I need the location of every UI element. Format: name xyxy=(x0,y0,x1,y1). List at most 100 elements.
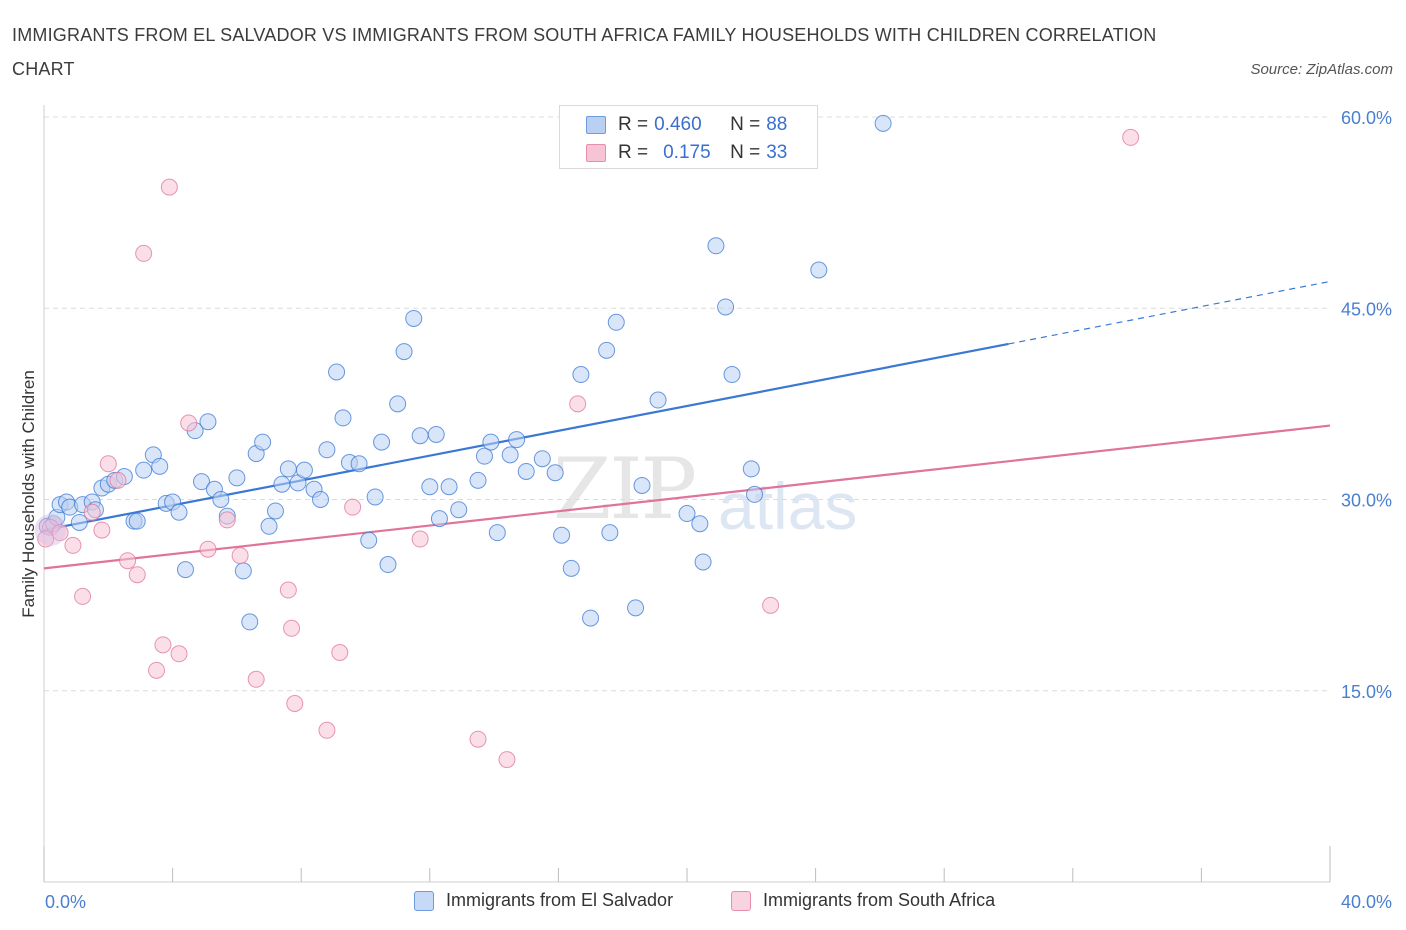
trend-line-south-africa xyxy=(43,424,1331,570)
point-el-salvador xyxy=(810,261,828,279)
legend-r-value: 0.460 xyxy=(654,114,702,135)
point-el-salvador xyxy=(199,413,217,431)
point-el-salvador xyxy=(482,433,500,451)
point-el-salvador xyxy=(678,505,696,523)
point-el-salvador xyxy=(717,298,735,316)
legend-swatch-blue xyxy=(586,116,606,134)
point-el-salvador xyxy=(228,469,246,487)
point-el-salvador xyxy=(328,363,346,381)
point-el-salvador xyxy=(508,431,526,449)
point-el-salvador xyxy=(582,609,600,627)
point-el-salvador xyxy=(260,517,278,535)
legend-row-el-salvador: R = 0.460 N = 88 xyxy=(586,113,787,137)
point-south-africa xyxy=(93,521,111,539)
point-el-salvador xyxy=(450,501,468,519)
point-el-salvador xyxy=(360,531,378,549)
point-el-salvador xyxy=(572,366,590,384)
point-south-africa xyxy=(283,619,301,637)
point-el-salvador xyxy=(601,524,619,542)
point-south-africa xyxy=(160,178,178,196)
point-el-salvador xyxy=(373,433,391,451)
point-el-salvador xyxy=(694,553,712,571)
point-south-africa xyxy=(1122,128,1140,146)
y-tick-label: 60.0% xyxy=(1341,108,1392,128)
point-south-africa xyxy=(498,751,516,769)
point-el-salvador xyxy=(366,488,384,506)
chart-title: IMMIGRANTS FROM EL SALVADOR VS IMMIGRANT… xyxy=(12,25,1157,79)
point-el-salvador xyxy=(170,503,188,521)
point-south-africa xyxy=(128,566,146,584)
point-el-salvador xyxy=(627,599,645,617)
y-axis-label: Family Households with Children xyxy=(19,370,38,618)
x-tick-label: 0.0% xyxy=(45,892,86,912)
point-el-salvador xyxy=(421,478,439,496)
point-south-africa xyxy=(469,730,487,748)
y-tick-label: 30.0% xyxy=(1341,491,1392,511)
axes xyxy=(43,105,1331,883)
trend-lines xyxy=(43,280,1331,570)
point-south-africa xyxy=(569,395,587,413)
legend-swatch-blue xyxy=(414,890,434,911)
y-tick-label: 45.0% xyxy=(1341,299,1392,319)
point-el-salvador xyxy=(427,425,445,443)
point-el-salvador xyxy=(241,613,259,631)
point-south-africa xyxy=(218,511,236,529)
point-el-salvador xyxy=(135,461,153,479)
trend-line-el-salvador xyxy=(43,342,1009,532)
grid-lines xyxy=(44,116,1330,692)
point-south-africa xyxy=(180,414,198,432)
watermark-zip: ZIP xyxy=(553,440,697,538)
point-el-salvador xyxy=(411,427,429,445)
point-south-africa xyxy=(286,695,304,712)
point-el-salvador xyxy=(649,391,667,409)
point-el-salvador xyxy=(874,114,892,132)
point-el-salvador xyxy=(405,309,423,327)
point-el-salvador xyxy=(318,441,336,459)
point-south-africa xyxy=(279,581,297,599)
legend-item-south-africa[interactable]: Immigrants from South Africa xyxy=(731,890,995,911)
point-el-salvador xyxy=(533,450,551,468)
point-south-africa xyxy=(331,644,349,661)
point-el-salvador xyxy=(334,409,352,427)
point-el-salvador xyxy=(389,395,407,413)
trend-line-extension xyxy=(1008,280,1331,345)
legend-r-label: R = xyxy=(618,114,649,135)
point-el-salvador xyxy=(598,341,616,359)
point-south-africa xyxy=(148,661,166,679)
y-tick-label: 15.0% xyxy=(1341,682,1392,702)
point-south-africa xyxy=(762,596,780,614)
point-el-salvador xyxy=(295,461,313,479)
point-el-salvador xyxy=(607,313,625,331)
point-south-africa xyxy=(83,503,101,521)
legend-n-value: 88 xyxy=(766,114,788,135)
point-el-salvador xyxy=(151,457,169,475)
point-el-salvador xyxy=(273,475,291,493)
point-el-salvador xyxy=(395,343,413,361)
correlation-legend: R = 0.460 N = 88 R = 0.175 N = 33 xyxy=(559,105,818,169)
point-el-salvador xyxy=(176,561,194,579)
point-south-africa xyxy=(135,244,153,262)
point-el-salvador xyxy=(311,491,329,508)
point-south-africa xyxy=(170,645,188,663)
point-el-salvador xyxy=(128,512,146,530)
point-el-salvador xyxy=(266,502,284,520)
legend-n-label: N = xyxy=(730,142,761,163)
point-el-salvador xyxy=(553,526,571,544)
point-south-africa xyxy=(154,636,172,654)
legend-r-value: 0.175 xyxy=(663,142,711,163)
point-el-salvador xyxy=(633,476,651,494)
legend-r-label: R = xyxy=(618,142,649,163)
point-el-salvador xyxy=(742,460,760,478)
point-south-africa xyxy=(37,530,55,548)
point-el-salvador xyxy=(707,237,725,255)
point-el-salvador xyxy=(234,562,252,580)
point-cluster xyxy=(34,514,67,547)
legend-row-south-africa: R = 0.175 N = 33 xyxy=(586,141,787,165)
point-south-africa xyxy=(51,524,69,542)
point-el-salvador xyxy=(469,471,487,489)
point-south-africa xyxy=(411,530,429,548)
legend-item-el-salvador[interactable]: Immigrants from El Salvador xyxy=(414,890,673,911)
point-el-salvador xyxy=(546,464,564,482)
point-el-salvador xyxy=(279,460,297,478)
